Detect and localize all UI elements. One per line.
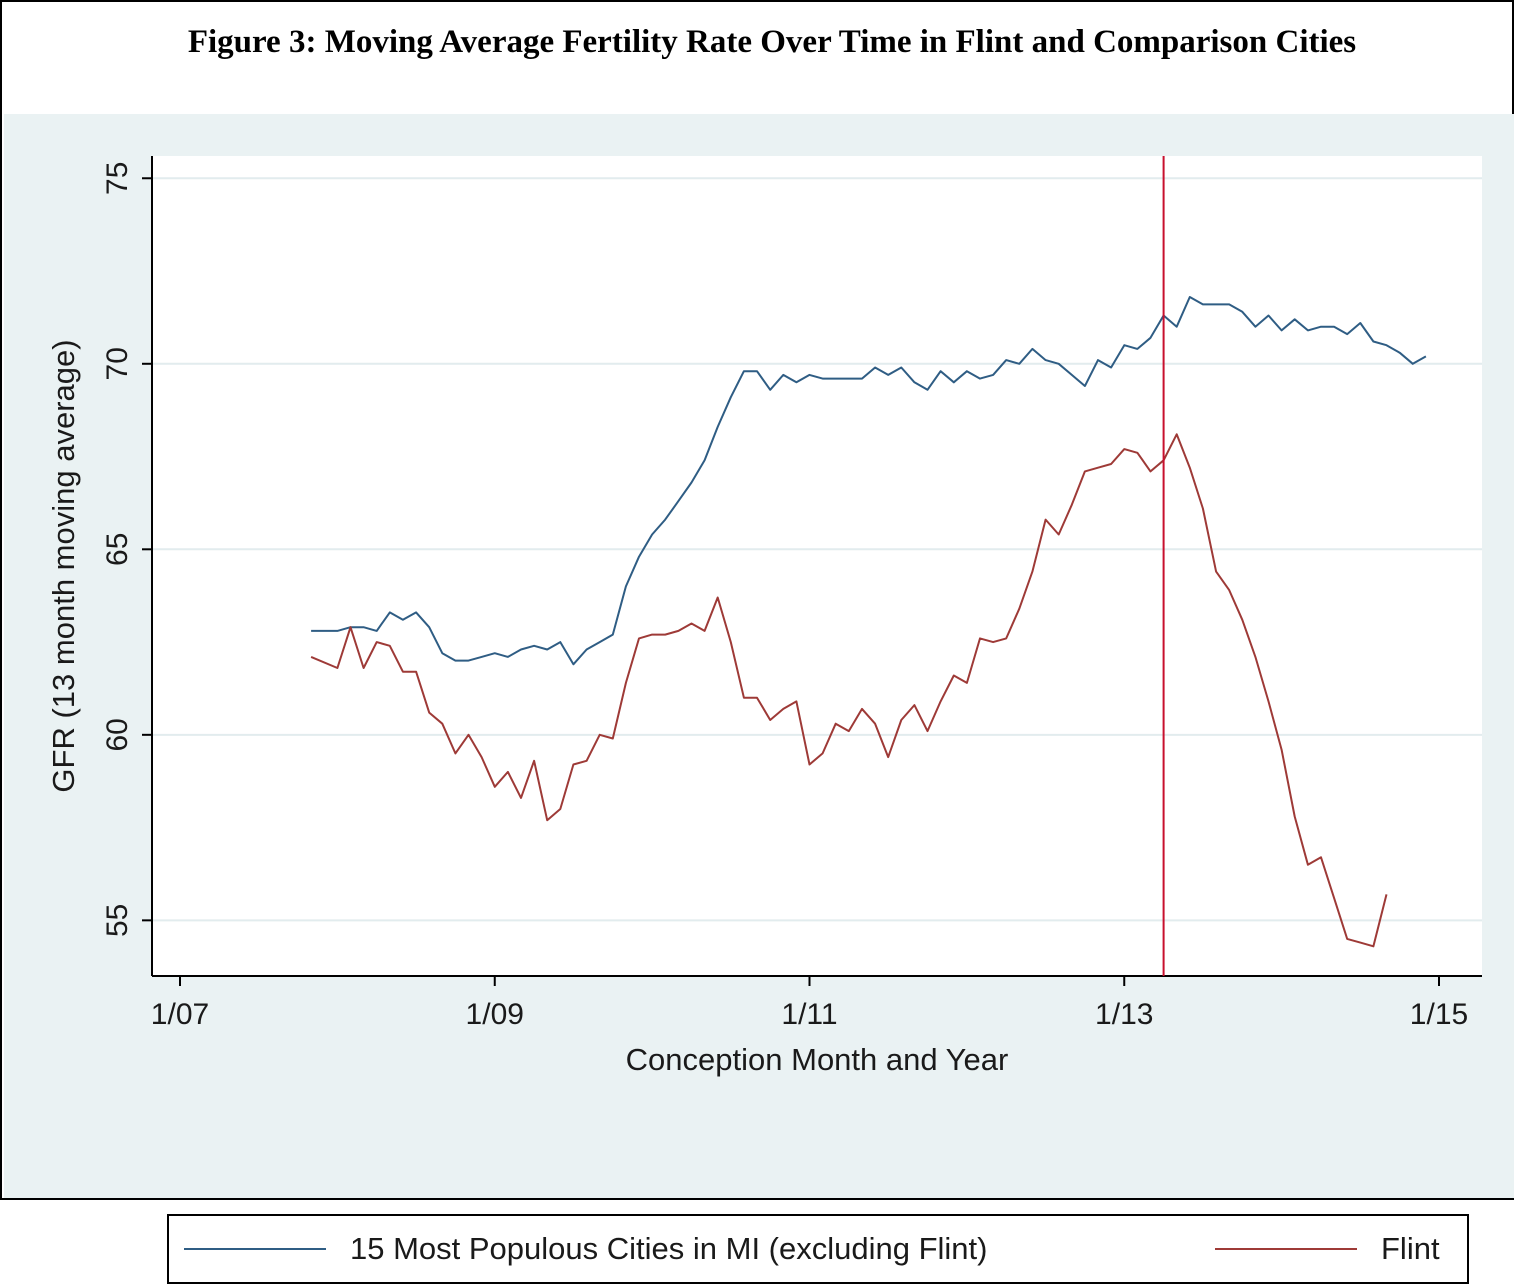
legend-label-comparison: 15 Most Populous Cities in MI (excluding… bbox=[350, 1231, 988, 1266]
grid-lines bbox=[152, 177, 1482, 922]
plot-panel bbox=[152, 156, 1482, 976]
x-axis-title: Conception Month and Year bbox=[626, 1042, 1009, 1077]
y-tick-label: 75 bbox=[101, 162, 134, 195]
series-lines bbox=[310, 296, 1427, 948]
x-tick-label: 1/09 bbox=[466, 998, 524, 1031]
legend-label-flint: Flint bbox=[1381, 1231, 1440, 1266]
series-line-comparison bbox=[311, 296, 1427, 666]
legend-item-comparison: 15 Most Populous Cities in MI (excluding… bbox=[184, 1216, 987, 1282]
legend-swatch-comparison bbox=[184, 1248, 326, 1250]
plot-region: 55 60 65 70 75 1/07 1/09 1/11 1/13 1/15 Conceptio… bbox=[4, 114, 1514, 1284]
figure-title: Figure 3: Moving Average Fertility Rate … bbox=[187, 24, 1357, 60]
axis-ticks: 55 60 65 70 75 1/07 1/09 1/11 1/13 1/15 bbox=[101, 162, 1468, 1031]
y-tick-label: 70 bbox=[101, 347, 134, 380]
series-line-flint bbox=[310, 433, 1388, 948]
x-tick-label: 1/15 bbox=[1410, 998, 1468, 1031]
chart: 55 60 65 70 75 1/07 1/09 1/11 1/13 1/15 Conceptio… bbox=[46, 156, 1482, 1077]
legend: 15 Most Populous Cities in MI (excluding… bbox=[167, 1214, 1469, 1284]
legend-item-flint: Flint bbox=[1215, 1216, 1440, 1282]
y-axis-title: GFR (13 month moving average) bbox=[46, 339, 81, 792]
x-tick-label: 1/13 bbox=[1095, 998, 1153, 1031]
y-tick-label: 65 bbox=[101, 533, 134, 566]
y-tick-label: 55 bbox=[101, 904, 134, 937]
y-tick-label: 60 bbox=[101, 718, 134, 751]
x-tick-label: 1/07 bbox=[151, 998, 209, 1031]
x-tick-label: 1/11 bbox=[781, 998, 837, 1031]
legend-swatch-flint bbox=[1215, 1248, 1357, 1250]
